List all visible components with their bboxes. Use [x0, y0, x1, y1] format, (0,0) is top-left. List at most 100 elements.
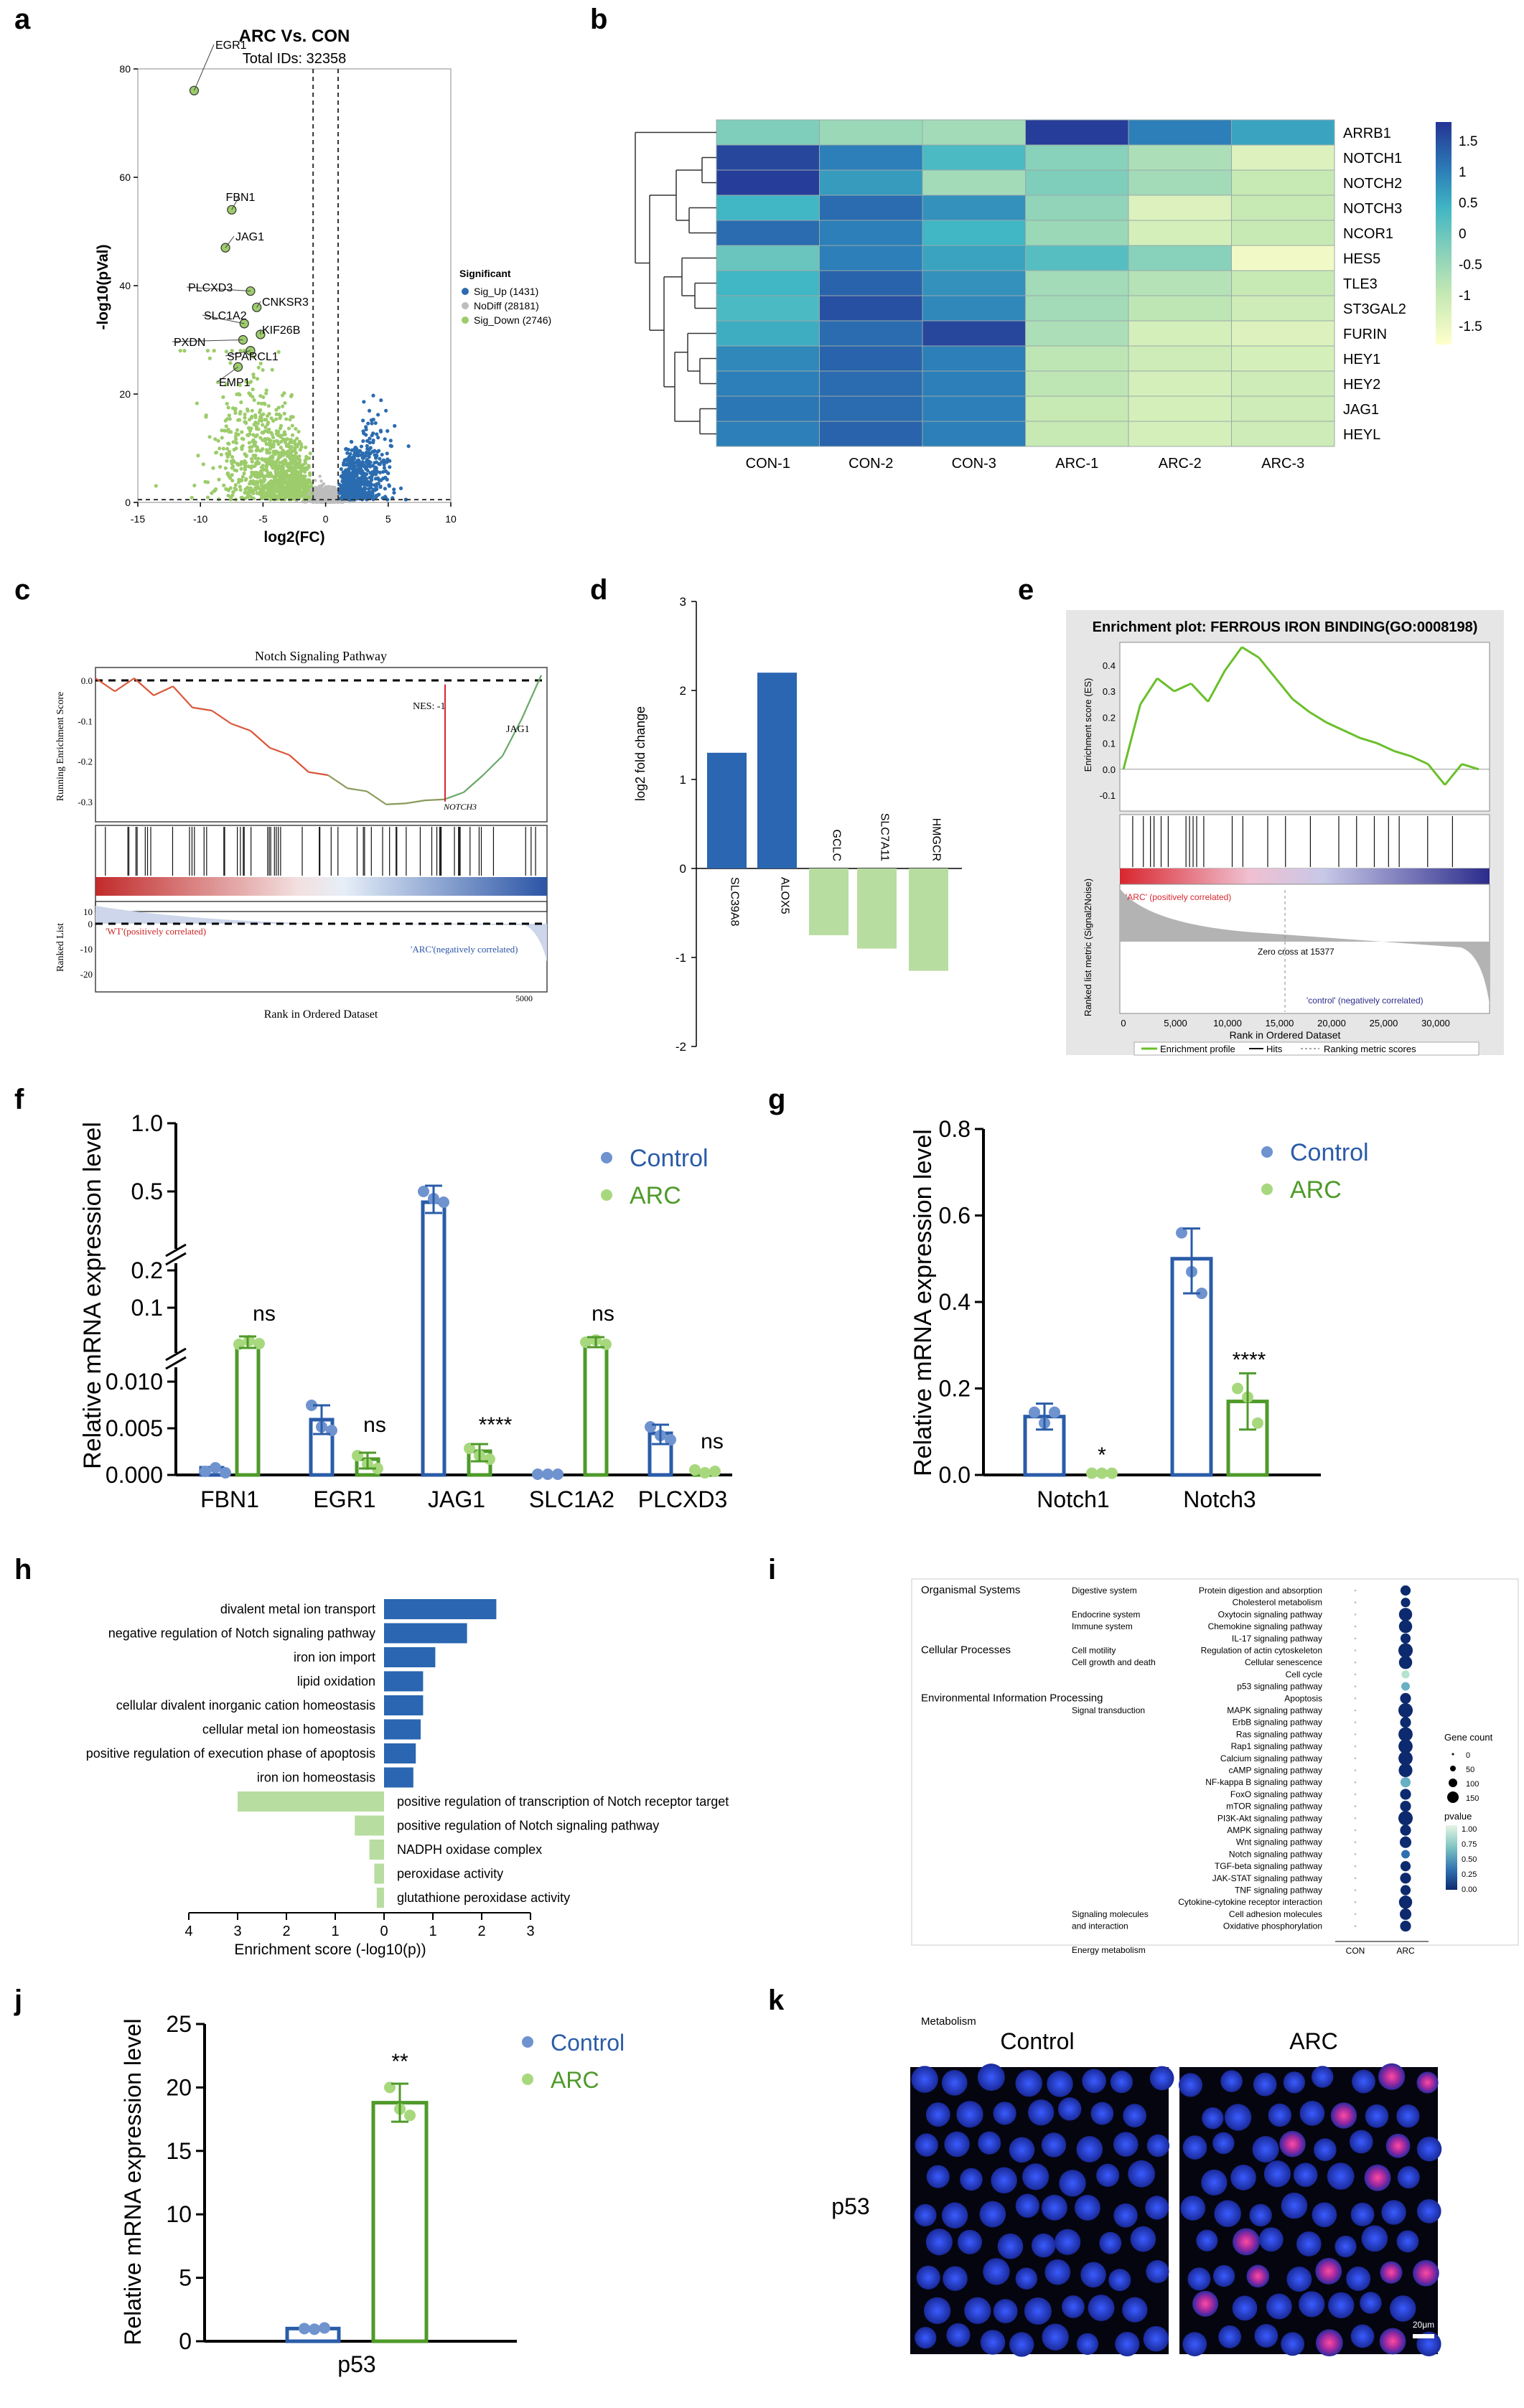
dot-con: [1354, 1709, 1357, 1712]
point-down: [279, 434, 284, 438]
point-up: [370, 421, 374, 426]
point-down: [224, 424, 228, 428]
dot-con: [1354, 1865, 1357, 1868]
pathway-label: Protein digestion and absorption: [1199, 1585, 1322, 1596]
point-down: [257, 491, 261, 495]
point-up: [356, 496, 360, 500]
nucleus: [1214, 2200, 1241, 2227]
dot-arc: [1400, 1692, 1411, 1704]
heatmap-cell: [1128, 169, 1232, 196]
y-tick-label: 15: [166, 2138, 192, 2164]
dot-arc: [1400, 1921, 1411, 1932]
point-down: [240, 444, 245, 448]
nucleus: [1212, 2132, 1235, 2155]
bar-up: [384, 1599, 497, 1619]
dot-control: [665, 1434, 676, 1446]
point-down: [252, 422, 256, 427]
point-down: [225, 472, 230, 476]
point-down: [290, 423, 294, 428]
point-down: [299, 445, 304, 449]
dot-con: [1354, 1697, 1357, 1700]
panel-b-heatmap: ARRB1 NOTCH1 NOTCH2 NOTCH3 NCOR1 HES5 TLE3 ST3G…: [635, 119, 1482, 472]
point-down: [291, 465, 296, 469]
point-up: [340, 492, 345, 497]
point-nodiff: [327, 493, 331, 497]
point-down: [290, 484, 294, 489]
colorbar-tick: 1.5: [1459, 134, 1477, 149]
point-down: [304, 454, 309, 459]
nucleus: [1076, 2136, 1103, 2163]
nucleus: [1057, 2097, 1082, 2121]
es-frame: [1119, 642, 1490, 812]
panel-letter-f: f: [14, 1084, 24, 1115]
point-down: [230, 493, 235, 497]
point-up: [339, 467, 343, 472]
nucleus: [1041, 2132, 1067, 2158]
dot-con: [1354, 1757, 1357, 1760]
point-up: [371, 438, 375, 443]
point-down: [251, 454, 256, 458]
pathway-label: TGF-beta signaling pathway: [1215, 1861, 1322, 1871]
point-down: [236, 432, 240, 436]
gene-leader: [231, 196, 240, 210]
size-legend-dot: [1451, 1753, 1454, 1756]
gene-leader: [194, 44, 215, 91]
point-down: [238, 487, 243, 492]
point-down: [230, 478, 235, 483]
row-label-hey1: HEY1: [1343, 352, 1380, 367]
column-label: ARC: [1396, 1946, 1415, 1956]
point-down: [296, 491, 300, 495]
point-down: [240, 430, 244, 434]
point-down: [290, 495, 294, 500]
dot-arc: [1400, 1824, 1411, 1836]
heatmap-cell: [716, 195, 820, 221]
nucleus: [1350, 2203, 1375, 2226]
point-nodiff: [319, 495, 324, 499]
nucleus: [925, 2102, 950, 2127]
x-tick-label: 2: [282, 1924, 290, 1939]
y-tick-label: 10: [166, 2201, 192, 2227]
point-nodiff: [309, 488, 313, 492]
point-down: [285, 437, 289, 441]
gene-label-kif26b: KIF26B: [262, 324, 300, 337]
point-down: [306, 465, 310, 469]
es-curve-segment: [1342, 729, 1361, 739]
point-up: [357, 489, 361, 495]
point-down: [270, 494, 274, 498]
pathway-label: Cellular senescence: [1245, 1657, 1322, 1667]
pathway-label: Oxytocin signaling pathway: [1218, 1609, 1322, 1619]
point-down: [289, 440, 294, 444]
point-down: [293, 446, 297, 451]
es-curve-segment: [1274, 678, 1294, 700]
heatmap-cell: [1128, 195, 1232, 221]
column-label: ARC-2: [1159, 456, 1202, 472]
point-up: [341, 470, 345, 474]
es-curve-segment: [1174, 682, 1192, 693]
heatmap-cell: [819, 345, 923, 372]
point-down: [247, 441, 251, 445]
point-up: [371, 393, 375, 398]
dot-arc: [1398, 1739, 1413, 1753]
es-curve-segment: [1393, 750, 1412, 758]
nucleus: [1266, 2293, 1292, 2320]
point-down: [234, 441, 239, 445]
heatmap-cell: [716, 370, 820, 397]
nucleus: [1149, 2066, 1174, 2091]
significance-label: **: [391, 2050, 408, 2074]
x-tick-label: 15,000: [1266, 1018, 1294, 1029]
heatmap-cell: [819, 320, 923, 347]
es-tick: 0.0: [81, 675, 93, 686]
nucleus-p53-positive: [1315, 2329, 1343, 2357]
size-legend-label: 50: [1466, 1766, 1474, 1774]
point-down: [297, 454, 301, 459]
point-down: [258, 469, 263, 474]
point-down: [252, 472, 256, 477]
es-curve-segment: [1376, 742, 1395, 752]
nucleus: [1390, 2295, 1416, 2322]
heatmap-cell: [922, 421, 1026, 447]
point-down: [228, 417, 232, 421]
point-down: [243, 467, 247, 472]
point-up: [372, 483, 377, 487]
nucleus: [993, 2299, 1018, 2323]
point-down: [279, 439, 284, 444]
